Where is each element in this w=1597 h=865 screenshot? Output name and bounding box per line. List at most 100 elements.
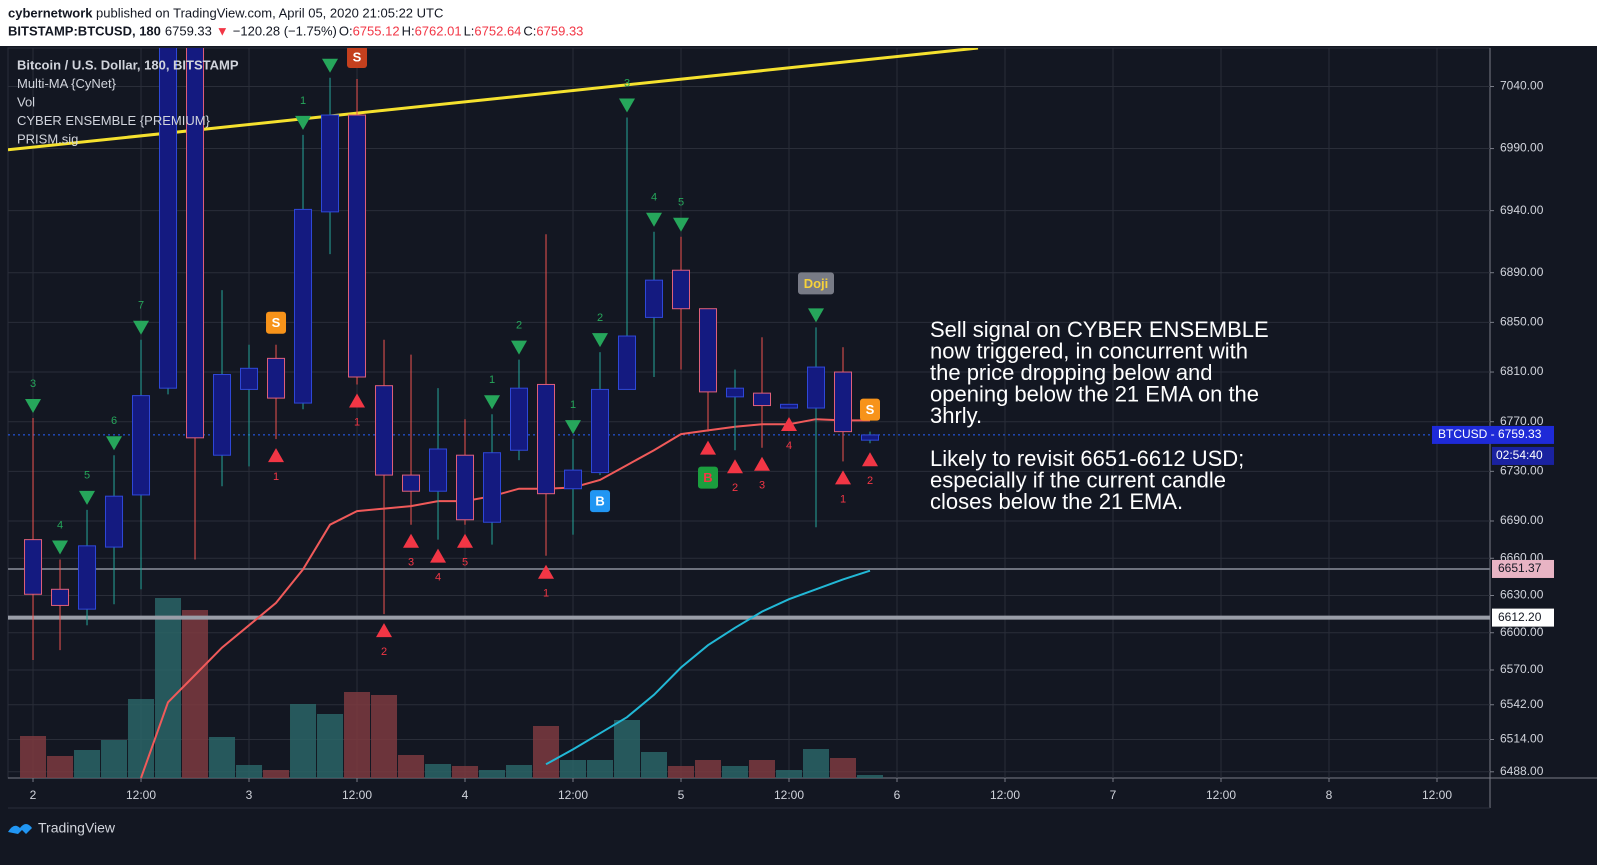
signal-badge-text: B <box>595 494 604 509</box>
candle-body <box>780 403 799 409</box>
publisher: cybernetwork <box>8 5 93 20</box>
volume-bar <box>317 714 344 778</box>
candle-body <box>591 388 610 474</box>
symbol: BITSTAMP:BTCUSD, 180 <box>8 23 161 38</box>
candle-body <box>510 387 529 451</box>
legend-entry: PRISM.sig <box>17 131 78 146</box>
x-tick-label: 12:00 <box>558 788 588 802</box>
candle-body <box>294 208 313 404</box>
candle-body <box>402 474 421 492</box>
candle-body <box>51 588 70 606</box>
last-price: 6759.33 <box>165 23 212 38</box>
brand: TradingView <box>38 820 116 836</box>
level-label-bg <box>1492 608 1554 627</box>
sell-count: 1 <box>489 374 495 386</box>
volume-bar <box>47 756 74 778</box>
legend-entry: CYBER ENSEMBLE {PREMIUM} <box>17 113 211 128</box>
volume-bar <box>857 775 884 778</box>
annotation-line: the price dropping below and <box>930 360 1213 385</box>
x-tick-label: 3 <box>246 788 253 802</box>
ohlc-key: C: <box>523 23 536 38</box>
sell-count: 3 <box>624 77 630 89</box>
symbol-line: BITSTAMP:BTCUSD, 180 6759.33 ▼ −120.28 (−1.… <box>8 23 583 38</box>
volume-bar <box>776 770 803 778</box>
legend-entry: Bitcoin / U.S. Dollar, 180, BITSTAMP <box>17 57 239 72</box>
candle-body <box>375 385 394 476</box>
buy-count: 2 <box>732 482 738 494</box>
last-price-label-bg <box>1432 425 1554 444</box>
grid <box>8 48 1490 778</box>
x-tick-label: 4 <box>462 788 469 802</box>
buy-arrow <box>349 393 366 408</box>
candle-body <box>456 454 475 521</box>
buy-count: 2 <box>867 475 873 487</box>
buy-count: 3 <box>759 480 765 492</box>
volume-bar <box>803 749 830 778</box>
annotation-line: especially if the current candle <box>930 467 1226 492</box>
level-label: 6612.20 <box>1498 610 1542 624</box>
volume-bar <box>722 766 749 778</box>
sell-arrow <box>673 217 690 232</box>
x-tick-label: 6 <box>894 788 901 802</box>
sell-count: 5 <box>678 197 684 209</box>
change: −120.28 (−1.75%) <box>233 23 337 38</box>
x-tick-label: 12:00 <box>1422 788 1452 802</box>
level-label-bg <box>1492 559 1554 578</box>
buy-arrow <box>835 470 852 485</box>
sell-arrow <box>511 340 528 355</box>
volume-bar <box>371 695 398 778</box>
sell-arrow <box>565 420 582 435</box>
volume-bar <box>128 699 155 778</box>
x-tick-label: 5 <box>678 788 685 802</box>
y-tick-label: 6850.00 <box>1500 315 1544 329</box>
signal-badge-text: S <box>353 49 362 64</box>
buy-count: 1 <box>543 588 549 600</box>
sell-count: 4 <box>57 519 63 531</box>
sell-count: 5 <box>84 470 90 482</box>
ohlc-value: 6752.64 <box>474 23 521 38</box>
sell-arrow <box>322 58 339 73</box>
candle-body <box>726 387 745 398</box>
ohlc-value: 6762.01 <box>415 23 462 38</box>
candle-body <box>672 269 691 310</box>
annotation-line: opening below the 21 EMA on the <box>930 381 1259 406</box>
volume-bar <box>614 720 641 778</box>
y-tick-label: 6488.00 <box>1500 764 1544 778</box>
ohlc-key: L: <box>464 23 475 38</box>
volume-bar <box>749 760 776 778</box>
buy-arrow <box>781 417 798 432</box>
legend-entry: Vol <box>17 94 35 109</box>
candle-body <box>78 545 97 610</box>
annotation-line: Sell signal on CYBER ENSEMBLE <box>930 317 1269 342</box>
ohlc-value: 6759.33 <box>536 23 583 38</box>
candle-body <box>834 371 853 433</box>
y-tick-label: 6690.00 <box>1500 513 1544 527</box>
candle-body <box>159 48 178 389</box>
buy-arrow <box>376 623 393 638</box>
candle-body <box>645 279 664 318</box>
countdown-bg <box>1492 446 1554 465</box>
x-tick-label: 2 <box>30 788 37 802</box>
candle-body <box>213 374 232 456</box>
annotation-line: closes below the 21 EMA. <box>930 489 1183 514</box>
volume-bar <box>830 758 857 778</box>
x-tick-label: 12:00 <box>342 788 372 802</box>
signal-badge <box>347 48 368 69</box>
y-tick-label: 6990.00 <box>1500 141 1544 155</box>
ohlc-key: O: <box>339 23 353 38</box>
candle-body <box>105 495 124 548</box>
y-tick-label: 6940.00 <box>1500 203 1544 217</box>
sell-arrow <box>484 395 501 410</box>
logo <box>8 824 32 834</box>
candle-body <box>240 367 259 390</box>
candle-body <box>564 469 583 490</box>
buy-arrow <box>268 448 285 463</box>
sell-count: 1 <box>570 399 576 411</box>
y-tick-label: 6542.00 <box>1500 697 1544 711</box>
y-tick-label: 6730.00 <box>1500 464 1544 478</box>
y-tick-label: 6570.00 <box>1500 662 1544 676</box>
candle-body <box>321 114 340 213</box>
buy-arrow <box>754 456 771 471</box>
volume-bar <box>20 736 47 778</box>
